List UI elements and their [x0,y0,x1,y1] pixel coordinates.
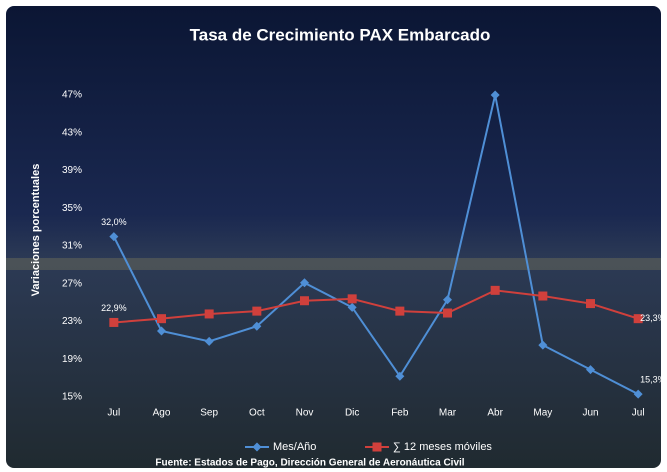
x-tick-label: Abr [487,408,503,419]
x-tick-label: Nov [296,408,314,419]
horizon [6,258,661,270]
y-tick-label: 15% [62,392,82,403]
y-tick-label: 43% [62,127,82,138]
y-tick-label: 35% [62,203,82,214]
x-tick-label: Jun [582,408,598,419]
background [6,6,661,468]
data-label: 22,9% [101,303,127,313]
marker [157,314,166,323]
x-tick-label: Oct [249,408,265,419]
marker [348,294,357,303]
chart: Tasa de Crecimiento PAX Embarcado Variac… [0,0,667,472]
page: Tasa de Crecimiento PAX Embarcado Variac… [0,0,667,472]
legend-label: ∑ 12 meses móviles [393,441,492,453]
marker [205,309,214,318]
marker [300,296,309,305]
y-tick-label: 31% [62,241,82,252]
marker [586,299,595,308]
legend-label: Mes/Año [273,441,316,453]
x-tick-label: Ago [153,408,171,419]
data-label: 32,0% [101,217,127,227]
x-tick-label: Dic [345,408,359,419]
x-tick-label: Feb [391,408,409,419]
marker [491,286,500,295]
y-tick-label: 27% [62,278,82,289]
marker [443,309,452,318]
y-tick-label: 39% [62,165,82,176]
data-label: 15,3% [640,375,666,385]
marker [538,292,547,301]
x-tick-label: May [533,408,552,419]
x-tick-label: Jul [632,408,645,419]
marker [252,307,261,316]
x-tick-label: Sep [200,408,218,419]
y-tick-label: 47% [62,90,82,101]
marker [395,307,404,316]
data-label: 23,3% [640,313,666,323]
y-tick-label: 19% [62,354,82,365]
marker [109,318,118,327]
source: Fuente: Estados de Pago, Dirección Gener… [155,458,464,469]
y-axis-title: Variaciones porcentuales [30,164,42,297]
chart-title: Tasa de Crecimiento PAX Embarcado [190,25,491,44]
y-tick-label: 23% [62,316,82,327]
legend-marker [373,443,382,452]
x-tick-label: Mar [439,408,457,419]
x-tick-label: Jul [107,408,120,419]
